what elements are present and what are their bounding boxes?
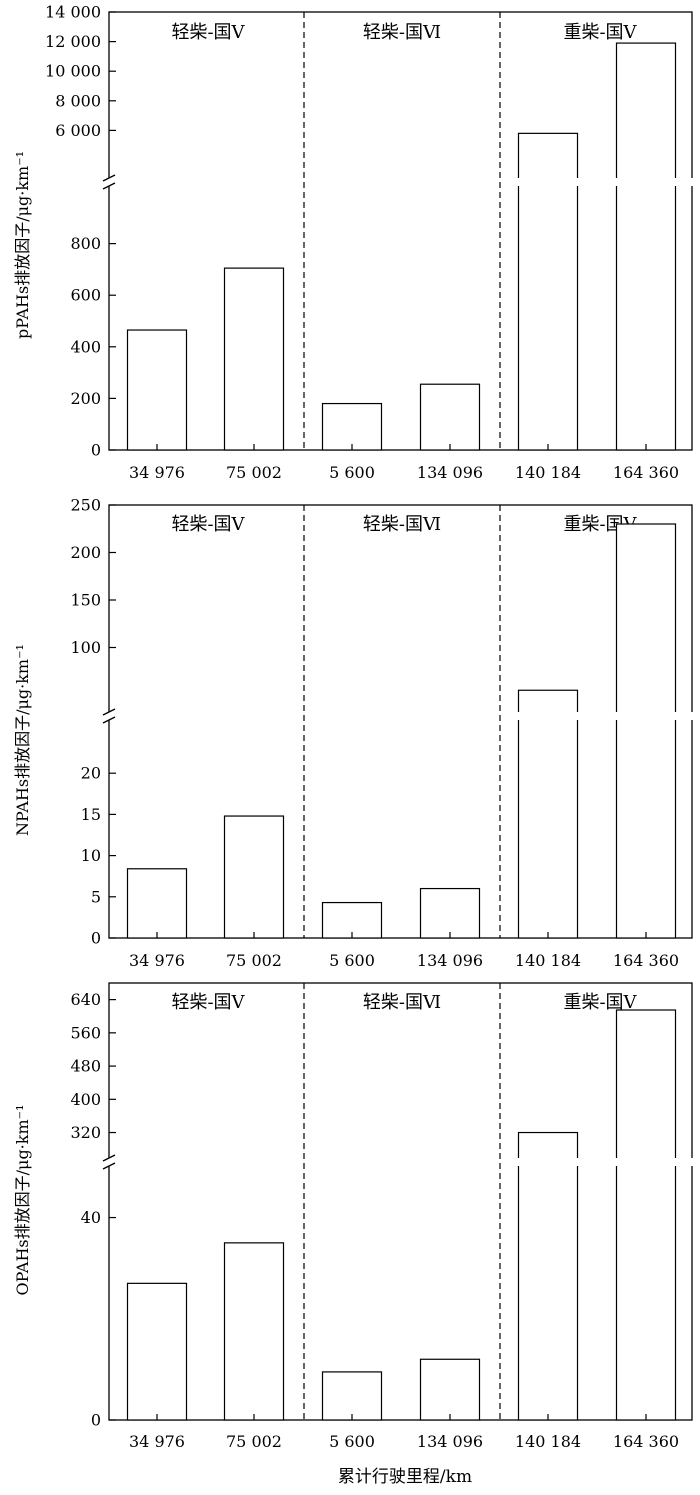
y-axis-label: OPAHs排放因子/μg·km⁻¹: [13, 1105, 32, 1296]
y-axis-label: NPAHs排放因子/μg·km⁻¹: [13, 644, 32, 836]
bar-break-gap: [516, 178, 580, 186]
y-tick-label: 400: [70, 337, 101, 356]
plot-frame: [108, 504, 693, 939]
y-tick-label: 100: [70, 638, 101, 657]
group-label: 重柴-国Ⅴ: [563, 992, 637, 1013]
x-axis-label: 累计行驶里程/km: [338, 1467, 472, 1487]
x-tick-label: 5 600: [329, 463, 375, 482]
bar: [223, 815, 285, 939]
x-tick-label: 134 096: [417, 1432, 483, 1451]
y-tick-label: 0: [91, 441, 101, 460]
bar: [517, 132, 579, 451]
bar-break-gap: [516, 712, 580, 720]
y-tick-label: 0: [91, 1411, 101, 1430]
plot-frame: [108, 11, 693, 451]
y-tick-label: 200: [70, 389, 101, 408]
x-tick-label: 164 360: [613, 951, 679, 970]
y-tick-label: 10 000: [45, 62, 101, 81]
x-tick-label: 75 002: [226, 463, 282, 482]
y-tick-label: 8 000: [55, 91, 101, 110]
group-label: 轻柴-国Ⅴ: [171, 514, 245, 535]
axis-break-gap: [103, 1158, 115, 1166]
x-tick-label: 34 976: [129, 463, 185, 482]
axis-break-gap: [689, 178, 695, 186]
y-tick-label: 640: [70, 990, 101, 1009]
axis-break-mark: [102, 708, 116, 724]
y-tick-label: 480: [70, 1057, 101, 1076]
bar: [419, 1358, 481, 1421]
bar: [615, 42, 677, 451]
x-tick-label: 164 360: [613, 1432, 679, 1451]
x-tick-label: 5 600: [329, 1432, 375, 1451]
y-tick-label: 250: [70, 496, 101, 515]
bar-break-gap: [516, 1158, 580, 1166]
y-tick-label: 10: [81, 846, 101, 865]
group-label: 轻柴-国Ⅵ: [363, 514, 441, 535]
y-tick-label: 400: [70, 1090, 101, 1109]
x-tick-label: 140 184: [515, 951, 581, 970]
bar: [126, 868, 188, 939]
bar: [419, 887, 481, 939]
axis-break-gap: [103, 178, 115, 186]
bar: [126, 329, 188, 451]
x-tick-label: 140 184: [515, 1432, 581, 1451]
axis-break-gap: [689, 1158, 695, 1166]
y-tick-label: 15: [81, 805, 101, 824]
group-label: 轻柴-国Ⅴ: [171, 992, 245, 1013]
y-tick-label: 40: [81, 1208, 101, 1227]
bar: [615, 523, 677, 939]
bar-break-gap: [614, 1158, 678, 1166]
bar: [223, 1242, 285, 1421]
bar-break-gap: [614, 712, 678, 720]
x-tick-label: 34 976: [129, 1432, 185, 1451]
group-label: 轻柴-国Ⅵ: [363, 22, 441, 43]
y-tick-label: 600: [70, 286, 101, 305]
y-tick-label: 20: [81, 764, 101, 783]
y-axis-label: pPAHs排放因子/μg·km⁻¹: [13, 151, 32, 339]
axis-break-gap: [689, 712, 695, 720]
bar: [126, 1282, 188, 1421]
axis-break-mark: [102, 174, 116, 190]
y-tick-label: 560: [70, 1023, 101, 1042]
y-tick-label: 5: [91, 887, 101, 906]
y-tick-label: 150: [70, 591, 101, 610]
bar-break-gap: [614, 178, 678, 186]
y-tick-label: 0: [91, 929, 101, 948]
bar: [321, 402, 383, 451]
y-tick-label: 200: [70, 543, 101, 562]
x-tick-label: 34 976: [129, 951, 185, 970]
y-tick-label: 800: [70, 234, 101, 253]
y-tick-label: 6 000: [55, 121, 101, 140]
plot-frame: [108, 982, 693, 1421]
y-tick-label: 14 000: [45, 3, 101, 22]
bar: [223, 267, 285, 451]
chart-panel-1: 轻柴-国Ⅴ 轻柴-国Ⅵ 重柴-国Ⅴ 34 976 75 002 5 600 134 096 1…: [13, 3, 695, 482]
axis-break-mark: [102, 1154, 116, 1170]
x-tick-label: 134 096: [417, 951, 483, 970]
group-label: 重柴-国Ⅴ: [563, 22, 637, 43]
x-tick-label: 5 600: [329, 951, 375, 970]
group-label: 轻柴-国Ⅵ: [363, 992, 441, 1013]
chart-panel-3: 轻柴-国Ⅴ 轻柴-国Ⅵ 重柴-国Ⅴ 34 976 75 002 5 600 134 096 1…: [13, 982, 695, 1451]
x-tick-label: 75 002: [226, 1432, 282, 1451]
x-tick-label: 75 002: [226, 951, 282, 970]
x-tick-label: 140 184: [515, 463, 581, 482]
bar: [321, 1371, 383, 1421]
bar: [615, 1009, 677, 1421]
bar: [419, 383, 481, 451]
y-tick-label: 320: [70, 1123, 101, 1142]
x-tick-label: 164 360: [613, 463, 679, 482]
group-label: 轻柴-国Ⅴ: [171, 22, 245, 43]
x-tick-label: 134 096: [417, 463, 483, 482]
bar: [517, 1131, 579, 1421]
bar: [517, 689, 579, 939]
axis-break-gap: [103, 712, 115, 720]
y-tick-label: 12 000: [45, 32, 101, 51]
